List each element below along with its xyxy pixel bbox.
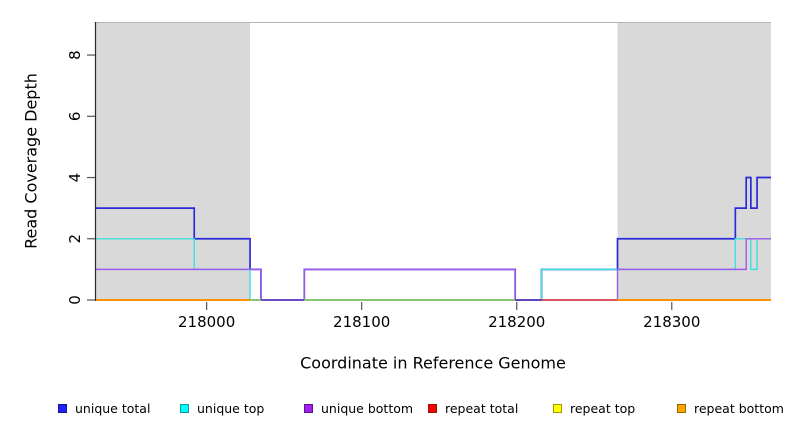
legend-item-unique-total: unique total [58,396,150,420]
legend-item-unique-top: unique top [180,396,264,420]
legend-swatch-unique-bottom [304,403,313,413]
y-tick-label: 6 [66,112,84,122]
legend-label-unique-top: unique top [197,400,265,416]
masked-region [95,22,251,301]
y-tick-label: 4 [66,173,84,183]
legend-swatch-repeat-top [553,403,562,413]
legend-swatch-repeat-bottom [677,403,686,413]
legend-label-repeat-bottom: repeat bottom [694,400,784,416]
legend-swatch-unique-total [58,403,67,413]
y-axis-title: Read Coverage Depth [21,73,41,249]
x-tick-label: 218000 [178,313,235,331]
legend-label-repeat-total: repeat total [445,400,519,416]
legend-swatch-unique-top [180,403,189,413]
x-tick-label: 218300 [643,313,700,331]
x-axis-title: Coordinate in Reference Genome [300,353,566,373]
legend-item-unique-bottom: unique bottom [304,396,413,420]
legend-item-repeat-top: repeat top [553,396,635,420]
x-tick-label: 218100 [333,313,390,331]
y-tick-label: 0 [66,295,84,305]
legend-swatch-repeat-total [428,403,437,413]
legend-item-repeat-total: repeat total [428,396,518,420]
legend-label-unique-bottom: unique bottom [321,400,414,416]
y-tick-label: 2 [66,234,84,244]
masked-region [617,22,771,301]
legend-label-unique-total: unique total [75,400,151,416]
legend-label-repeat-top: repeat top [570,400,636,416]
y-tick-label: 8 [66,50,84,60]
legend: unique total unique top unique bottom re… [0,396,792,424]
legend-item-repeat-bottom: repeat bottom [677,396,784,420]
series-unique-bottom [95,238,771,301]
x-tick-label: 218200 [488,313,545,331]
